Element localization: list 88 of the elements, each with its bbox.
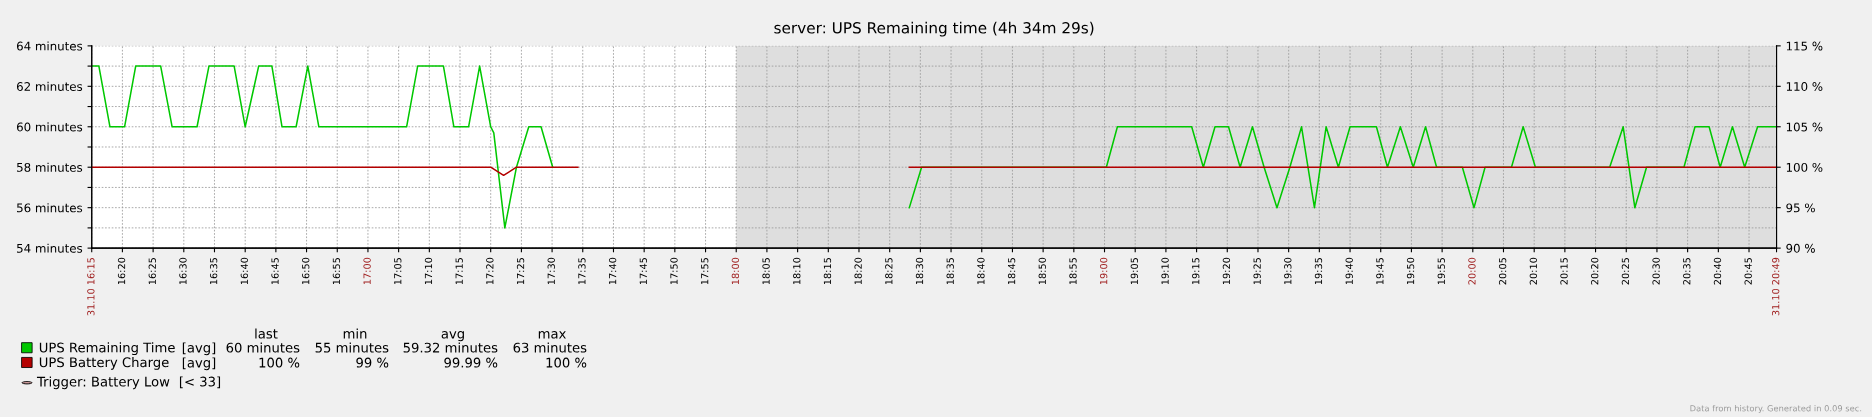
x-tick-label: 17:35 [578, 257, 586, 285]
x-tick-label: 17:00 [363, 257, 371, 285]
x-tick-label: 17:15 [455, 257, 463, 285]
text: [< 33] [179, 376, 221, 389]
x-tick-label: 20:05 [1498, 257, 1507, 285]
x-tick-label: 18:35 [946, 257, 954, 285]
x-tick-label: 17:20 [486, 257, 494, 285]
x-tick-label: 18:50 [1038, 257, 1046, 285]
x-tick-label: 17:10 [424, 257, 433, 285]
text: last [255, 328, 278, 339]
text: 60 minutes [226, 342, 300, 353]
x-tick-label: 16:45 [271, 257, 279, 285]
x-tick-label: 19:50 [1406, 257, 1415, 285]
x-tick-label: 16:55 [332, 257, 341, 285]
x-tick-label: 19:05 [1130, 257, 1139, 285]
text: avg [441, 331, 464, 342]
x-tick-label: 19:55 [1437, 257, 1445, 285]
legend-label: UPS Battery Charge [39, 357, 169, 370]
x-tick-label: 19:45 [1376, 257, 1384, 285]
x-tick-label: 19:30 [1284, 257, 1292, 285]
x-tick-label: 18:30 [915, 257, 924, 285]
x-tick-label: 19:00 [1099, 257, 1108, 285]
y2-tick-label: 100 % [1786, 162, 1823, 172]
x-tick-label: 18:40 [977, 257, 985, 285]
y-tick-label: 60 minutes [16, 122, 83, 132]
text: [avg] [182, 342, 216, 356]
x-tick-label: 19:35 [1314, 257, 1323, 285]
text: 100 % [259, 357, 300, 368]
text: 63 minutes [513, 342, 587, 353]
text: Data from history. Generated in 0.09 sec. [1690, 404, 1862, 414]
text: [avg] [182, 357, 216, 371]
x-tick-label: 17:45 [639, 257, 647, 285]
text: max [538, 331, 566, 339]
x-tick-label: 20:25 [1621, 257, 1630, 285]
x-tick-label: 18:55 [1069, 257, 1077, 285]
x-tick-label: 18:00 [731, 257, 740, 285]
x-tick-label: 17:30 [547, 257, 555, 285]
x-tick-label: 19:10 [1161, 257, 1169, 285]
x-tick-label: 16:20 [117, 257, 126, 285]
y-tick-label: 62 minutes [16, 81, 83, 91]
y2-tick-label: 90 % [1786, 243, 1815, 253]
x-tick-label: 16:40 [240, 257, 249, 285]
x-tick-label: 18:05 [762, 257, 770, 285]
y2-tick-label: 95 % [1786, 203, 1815, 213]
x-tick-label: 18:15 [823, 257, 832, 285]
x-tick-label: 16:30 [179, 257, 187, 285]
x-tick-label: 19:25 [1253, 257, 1261, 285]
x-tick-label: 16:25 [148, 257, 156, 285]
y2-tick-label: 110 % [1786, 82, 1823, 91]
x-tick-label: 18:10 [793, 257, 801, 285]
x-tick-label: 18:45 [1007, 257, 1016, 285]
x-tick-label: 16:50 [302, 257, 310, 285]
y-tick-label: 64 minutes [16, 41, 83, 51]
text: min [343, 328, 367, 339]
x-tick-label: 20:35 [1683, 257, 1691, 285]
x-tick-label: 31.10 20:49 [1772, 257, 1780, 316]
x-tick-label: 31.10 16:15 [87, 257, 95, 316]
x-tick-label: 20:20 [1591, 257, 1599, 285]
x-tick-label: 18:20 [854, 257, 862, 285]
text: 59.32 minutes [403, 342, 498, 353]
x-tick-label: 19:15 [1192, 257, 1200, 285]
text: 99 % [356, 357, 389, 368]
x-tick-label: 17:55 [701, 257, 709, 285]
x-tick-label: 20:30 [1652, 257, 1660, 285]
x-tick-label: 20:15 [1560, 257, 1568, 285]
x-tick-label: 20:40 [1713, 257, 1722, 285]
y2-tick-label: 115 % [1786, 41, 1823, 51]
x-tick-label: 16:35 [209, 257, 218, 285]
y2-tick-label: 105 % [1786, 122, 1823, 132]
x-tick-label: 17:50 [670, 257, 678, 285]
text: 55 minutes [315, 342, 389, 353]
x-tick-label: 19:40 [1345, 257, 1353, 285]
y-tick-label: 58 minutes [17, 162, 83, 172]
x-tick-label: 20:00 [1468, 257, 1476, 285]
x-tick-label: 18:25 [885, 257, 893, 285]
text: 99.99 % [444, 357, 498, 368]
legend-label: UPS Remaining Time [39, 342, 175, 356]
x-tick-label: 17:25 [516, 257, 525, 285]
y-tick-label: 54 minutes [17, 243, 83, 253]
text: 100 % [546, 357, 587, 368]
x-tick-label: 19:20 [1222, 257, 1231, 285]
chart-title: server: UPS Remaining time (4h 34m 29s) [774, 21, 1094, 37]
x-tick-label: 20:10 [1529, 257, 1538, 285]
text: Trigger: Battery Low [36, 376, 170, 390]
y-tick-label: 56 minutes [17, 203, 83, 213]
x-tick-label: 17:40 [608, 257, 617, 285]
x-tick-label: 20:45 [1744, 257, 1752, 285]
x-tick-label: 17:05 [394, 257, 402, 285]
